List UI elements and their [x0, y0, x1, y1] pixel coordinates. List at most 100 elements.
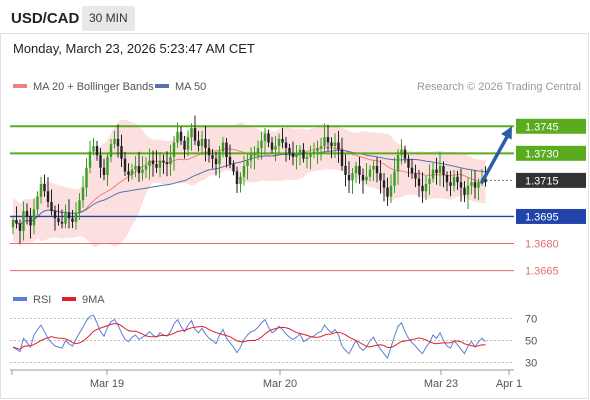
- candle: [323, 123, 326, 152]
- candle-body: [323, 137, 326, 147]
- candle: [179, 126, 183, 145]
- candle-body: [379, 173, 382, 181]
- candle-body: [393, 171, 396, 186]
- candle-body: [351, 173, 354, 181]
- candle: [123, 152, 127, 176]
- candle: [169, 144, 172, 176]
- candle: [407, 154, 410, 177]
- level-label-1-3695: 1.3695: [525, 211, 559, 223]
- candle: [120, 134, 123, 168]
- candle: [414, 164, 417, 188]
- candle: [197, 131, 200, 152]
- candle: [74, 202, 78, 230]
- candle: [424, 176, 428, 201]
- candle: [393, 157, 396, 193]
- candle-body: [477, 182, 480, 188]
- candle: [18, 219, 22, 244]
- candle: [396, 149, 400, 185]
- candle-body: [172, 142, 176, 157]
- candle: [25, 203, 29, 225]
- candle-body: [165, 162, 169, 165]
- candle: [449, 170, 452, 197]
- candle-body: [235, 171, 239, 184]
- candle-body: [456, 176, 459, 183]
- level-label-bg-1-3745: [516, 118, 586, 134]
- candle-body: [74, 212, 78, 222]
- candle-body: [281, 138, 284, 143]
- ma20-legend-swatch: [13, 84, 27, 88]
- timeframe-button[interactable]: 30 MIN: [82, 6, 135, 31]
- rsi-panel: 70 50 30: [10, 314, 537, 370]
- rsi-tick-label-30: 30: [525, 358, 537, 370]
- candle-body: [274, 146, 277, 150]
- candle-body: [344, 165, 347, 175]
- candle: [106, 153, 109, 187]
- candle: [183, 135, 186, 159]
- candle-body: [162, 160, 165, 163]
- candle-body: [452, 176, 456, 186]
- candle-body: [470, 182, 473, 186]
- level-label-1-3730: 1.3730: [525, 148, 559, 160]
- candle-body: [337, 142, 340, 150]
- candle: [438, 151, 442, 187]
- candle-body: [137, 165, 141, 174]
- ma50-legend-label: MA 50: [175, 81, 206, 93]
- candle-body: [347, 174, 351, 181]
- candle: [291, 141, 295, 166]
- candle-body: [449, 182, 452, 186]
- candle-body: [403, 149, 407, 159]
- level-label-bg-1-3715: [516, 172, 586, 188]
- candle-body: [193, 128, 197, 141]
- candle: [53, 205, 57, 231]
- candle: [330, 137, 333, 159]
- candle-body: [288, 147, 291, 154]
- candle: [200, 130, 204, 156]
- source-credit: Research © 2026 Trading Central: [417, 81, 581, 93]
- candle: [263, 128, 267, 155]
- candle: [354, 161, 358, 184]
- candle: [60, 209, 64, 229]
- candle: [284, 136, 288, 162]
- candle: [11, 216, 15, 235]
- candle-body: [57, 218, 60, 222]
- candle-body: [309, 153, 312, 157]
- candle: [316, 140, 319, 164]
- candle-body: [81, 187, 85, 201]
- candle: [365, 163, 368, 185]
- candle-body: [95, 146, 99, 156]
- candle: [326, 124, 330, 151]
- candle: [116, 124, 120, 158]
- chart-frame: [0, 33, 589, 399]
- candle-body: [123, 158, 127, 172]
- candle: [295, 145, 298, 170]
- symbol-title: USD/CAD: [11, 10, 80, 27]
- candle: [57, 203, 60, 226]
- candle: [193, 115, 197, 146]
- candle: [144, 157, 148, 178]
- candle-body: [32, 209, 36, 226]
- candle-body: [102, 167, 106, 175]
- candle: [274, 136, 277, 162]
- candle: [428, 164, 431, 195]
- candle-body: [365, 176, 368, 181]
- ma50-legend-swatch: [155, 84, 169, 88]
- candle-body: [88, 151, 92, 168]
- forecast-arrow: [480, 126, 512, 184]
- candle: [344, 154, 347, 187]
- rsi-ma-line: [12, 322, 486, 350]
- candle: [207, 139, 211, 163]
- candle-body: [239, 176, 242, 184]
- candle-body: [155, 164, 158, 168]
- chart-header: USD/CAD 30 MIN: [0, 0, 590, 36]
- candle-body: [372, 165, 375, 170]
- candle: [267, 129, 270, 148]
- candle: [260, 131, 263, 160]
- candle: [281, 127, 284, 149]
- candle-body: [459, 182, 463, 188]
- candle-body: [200, 138, 204, 147]
- candle: [176, 122, 179, 148]
- rsi-tick-label-50: 50: [525, 336, 537, 348]
- candle-body: [438, 165, 442, 174]
- x-tick-label: Mar 23: [424, 378, 458, 390]
- candle: [417, 169, 421, 198]
